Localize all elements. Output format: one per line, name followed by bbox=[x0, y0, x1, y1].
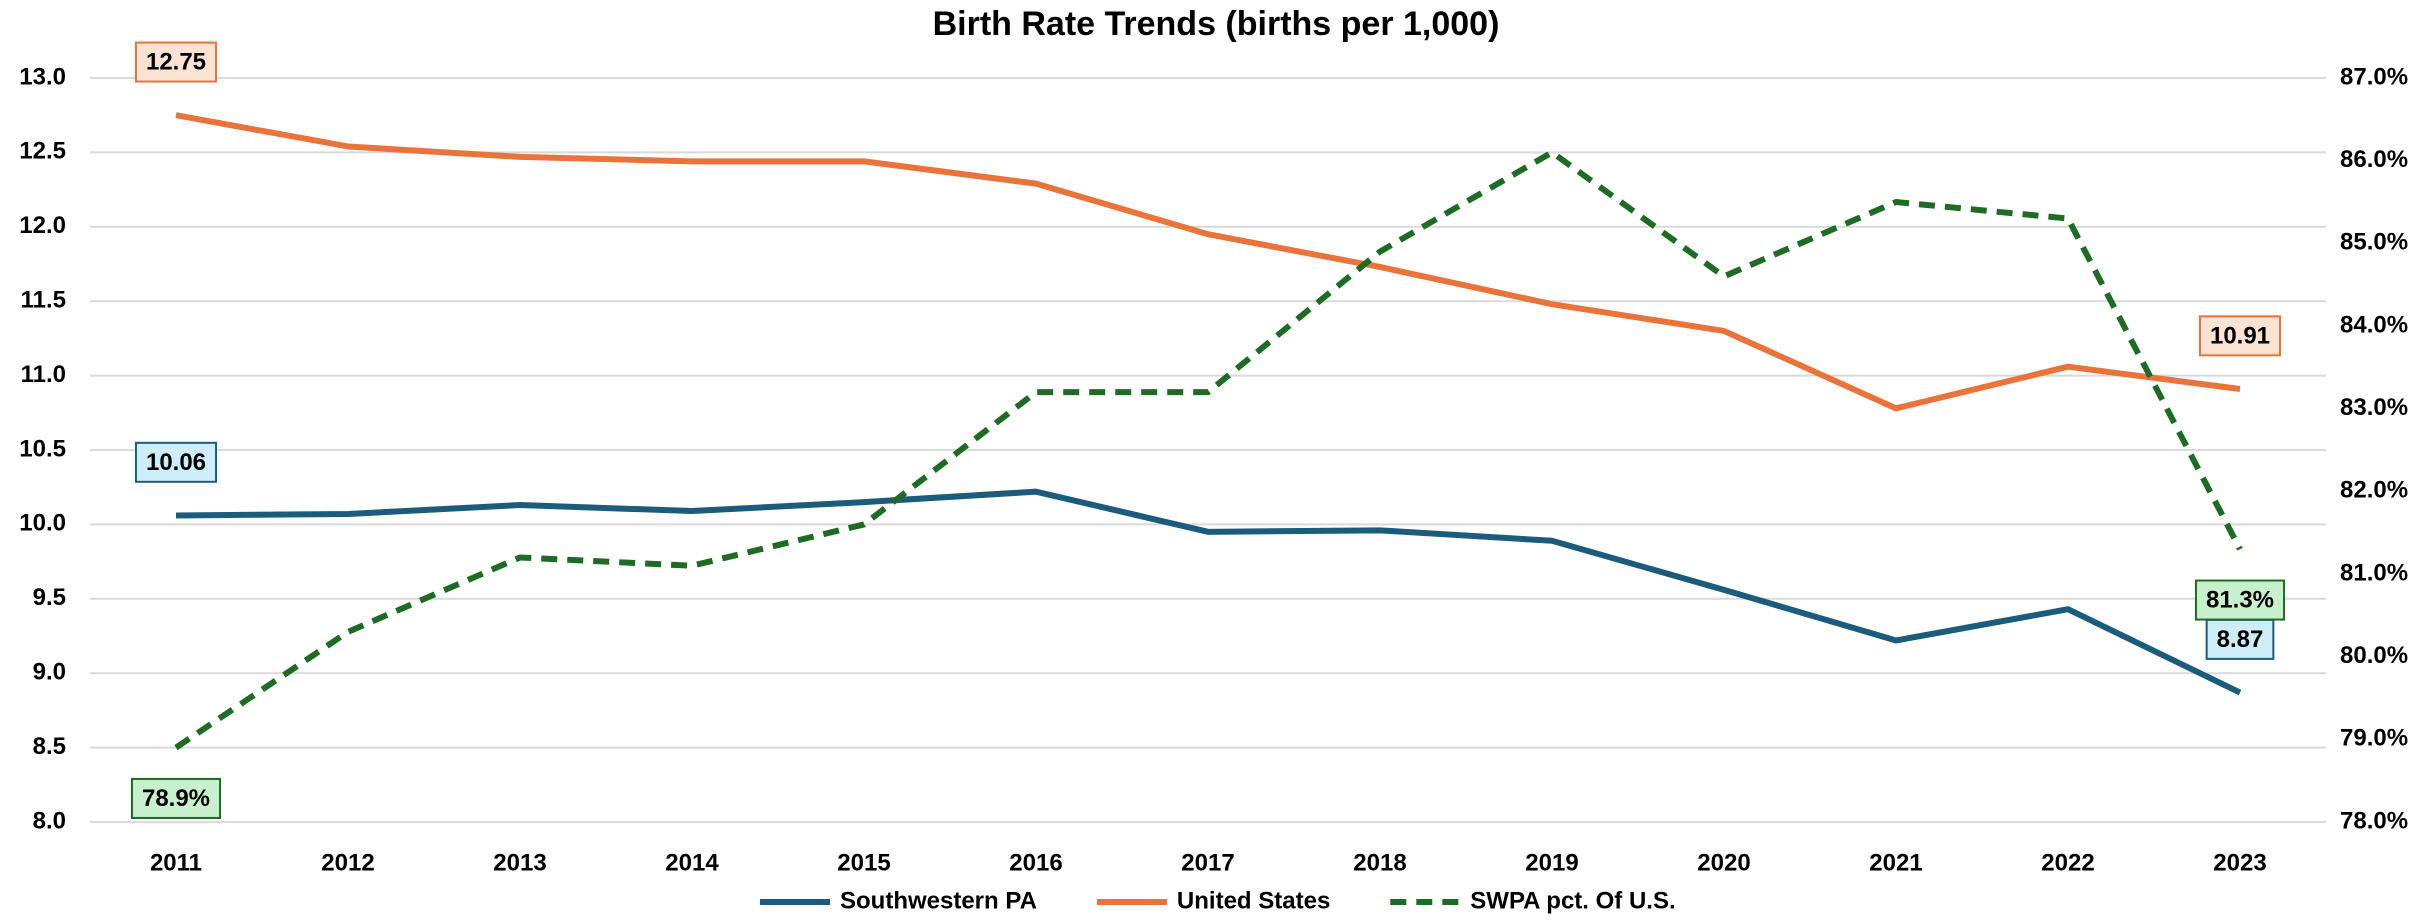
series-line bbox=[175, 488, 2242, 696]
y2-tick-label: 80.0% bbox=[2340, 642, 2408, 669]
y-tick-label: 13.0 bbox=[19, 63, 66, 90]
data-label: 78.9% bbox=[142, 785, 210, 812]
data-label: 8.87 bbox=[2217, 626, 2264, 653]
y-tick-label: 11.0 bbox=[21, 361, 66, 388]
x-tick-label: 2022 bbox=[2041, 849, 2094, 876]
series-line bbox=[174, 149, 2243, 751]
y-tick-label: 10.5 bbox=[19, 435, 66, 462]
chart-title: Birth Rate Trends (births per 1,000) bbox=[933, 5, 1500, 43]
x-tick-label: 2019 bbox=[1525, 849, 1578, 876]
y-tick-label: 11.5 bbox=[21, 287, 66, 314]
x-tick-label: 2013 bbox=[493, 849, 546, 876]
y2-tick-label: 83.0% bbox=[2340, 394, 2408, 421]
legend-label: Southwestern PA bbox=[840, 887, 1037, 914]
y-tick-label: 10.0 bbox=[19, 510, 66, 537]
y2-tick-label: 86.0% bbox=[2340, 146, 2408, 173]
x-tick-label: 2023 bbox=[2213, 849, 2266, 876]
data-label-box bbox=[2198, 315, 2282, 357]
x-tick-label: 2014 bbox=[665, 849, 719, 876]
x-tick-label: 2021 bbox=[1869, 849, 1922, 876]
y2-tick-label: 81.0% bbox=[2340, 559, 2408, 586]
y2-tick-label: 82.0% bbox=[2340, 477, 2408, 504]
x-tick-label: 2017 bbox=[1181, 849, 1234, 876]
x-tick-label: 2018 bbox=[1353, 849, 1406, 876]
y-tick-label: 8.0 bbox=[33, 807, 66, 834]
y2-tick-label: 84.0% bbox=[2340, 311, 2408, 338]
x-tick-label: 2012 bbox=[321, 849, 374, 876]
data-label-box bbox=[134, 41, 218, 83]
data-label-box bbox=[130, 777, 222, 819]
series-line bbox=[175, 112, 2241, 412]
x-tick-label: 2011 bbox=[150, 849, 202, 876]
y-tick-label: 12.5 bbox=[19, 138, 66, 165]
data-label: 12.75 bbox=[146, 49, 206, 76]
y2-tick-label: 79.0% bbox=[2340, 725, 2408, 752]
y-tick-label: 8.5 bbox=[33, 733, 66, 760]
x-tick-label: 2015 bbox=[837, 849, 890, 876]
y-tick-label: 12.0 bbox=[19, 212, 66, 239]
y-tick-label: 9.0 bbox=[33, 659, 66, 686]
y2-tick-label: 85.0% bbox=[2340, 229, 2408, 256]
y2-tick-label: 78.0% bbox=[2340, 807, 2408, 834]
legend-label: United States bbox=[1177, 887, 1330, 914]
legend-label: SWPA pct. Of U.S. bbox=[1470, 887, 1675, 914]
y-tick-label: 9.5 bbox=[33, 584, 66, 611]
x-tick-label: 2016 bbox=[1009, 849, 1062, 876]
data-label-box bbox=[2194, 579, 2286, 621]
data-label-box bbox=[134, 441, 218, 483]
data-label: 10.91 bbox=[2210, 322, 2270, 349]
data-label: 10.06 bbox=[146, 449, 206, 476]
data-label: 81.3% bbox=[2206, 587, 2274, 614]
x-tick-label: 2020 bbox=[1697, 849, 1750, 876]
y2-tick-label: 87.0% bbox=[2340, 63, 2408, 90]
